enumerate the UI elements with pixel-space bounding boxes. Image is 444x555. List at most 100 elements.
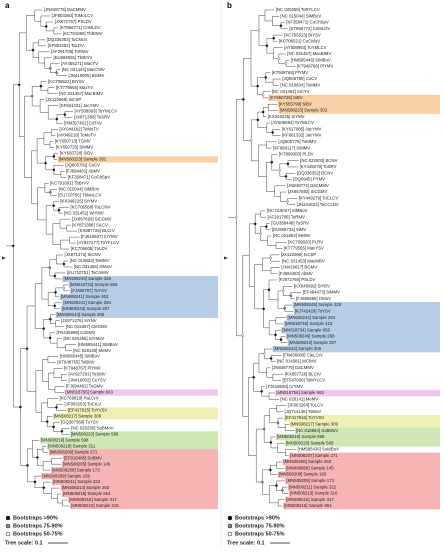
leaf-label: [MN508215] Sample 654 bbox=[63, 491, 111, 496]
leaf-label: [NC 015397] CleGMV bbox=[66, 324, 108, 329]
leaf-label: [MN508205] Sample 145 bbox=[63, 461, 111, 466]
leaf-label: [JN848776] DaCMMV bbox=[44, 7, 86, 12]
leaf-label: [JF803264] ToLCV bbox=[288, 403, 324, 408]
clade-highlight bbox=[275, 433, 440, 441]
bootstrap-dot bbox=[55, 406, 58, 409]
leaf-label: [AY508993] ToYMLCV bbox=[284, 45, 327, 50]
leaf-label: [EU908734] SiMV bbox=[272, 227, 306, 232]
clade-highlight bbox=[68, 497, 218, 504]
bootstrap-dot bbox=[55, 117, 59, 121]
bootstrap-dot bbox=[263, 352, 266, 355]
leaf-label: [KF684117] SiMMV bbox=[273, 145, 310, 150]
leaf-label: [NC 015044] SiMBoV bbox=[280, 13, 321, 18]
leaf-label: [MN508206] Sample 263 bbox=[283, 459, 331, 464]
bootstrap-dot bbox=[19, 405, 22, 409]
root-arrow bbox=[224, 256, 228, 260]
bootstrap-dot bbox=[235, 216, 238, 219]
clade-highlight bbox=[283, 414, 440, 422]
leaf-label: [KT948768] PlYMV bbox=[272, 70, 309, 75]
leaf-label: [MN508223] Sample 302 bbox=[59, 157, 107, 162]
bootstrap-dot bbox=[62, 262, 66, 266]
clade-highlight bbox=[277, 471, 440, 478]
leaf-label: [KY871398] SiLCV bbox=[72, 222, 108, 227]
bootstrap-dot bbox=[261, 110, 265, 114]
clade-highlight bbox=[292, 301, 440, 309]
bootstrap-dot bbox=[275, 484, 278, 487]
bootstrap-dot bbox=[267, 288, 271, 292]
bootstrap-dot bbox=[52, 425, 55, 429]
leaf-label: [AY927291] ToSMV bbox=[69, 372, 106, 377]
leaf-label: [KT779565] MaxYV bbox=[56, 85, 93, 90]
bootstrap-dot bbox=[283, 306, 287, 310]
leaf-label: [KT948765] ToBMV bbox=[57, 360, 94, 365]
leaf-label: [KX348225] SiYMV bbox=[60, 198, 97, 203]
leaf-label: [FJ694491] ToGMV bbox=[66, 384, 103, 389]
bootstrap-dot bbox=[63, 113, 67, 116]
leaf-label: [AY927277] ToYFLCV bbox=[77, 240, 119, 245]
leaf-label: [NC 031456] SiMoV bbox=[74, 264, 112, 269]
leaf-label: [MN518755] Sample 663 bbox=[65, 390, 113, 395]
bootstrap-dot bbox=[281, 289, 285, 293]
leaf-label: [KT948767] PlYMV bbox=[64, 366, 101, 371]
bootstrap-dot bbox=[256, 118, 260, 122]
leaf-label: [MN508217] Sample 309 bbox=[290, 422, 338, 427]
clade-highlight bbox=[282, 458, 440, 466]
leaf-label: [KC706605] ToLDV bbox=[71, 246, 108, 251]
leaf-label: [DQ0945] PYMV bbox=[293, 177, 325, 182]
bootstrap-dot bbox=[256, 84, 259, 88]
clade-highlight bbox=[283, 502, 440, 510]
bootstrap-dot bbox=[269, 468, 272, 472]
leaf-label: [JX871380] ToSRV bbox=[74, 115, 110, 120]
leaf-label: [MN508216] Sample 317 bbox=[286, 497, 334, 502]
leaf-label: [MN468868] Sample 145 bbox=[286, 465, 334, 470]
leaf-label: [MN508207] Sample 271 bbox=[290, 453, 338, 458]
leaf-label: [MN508211] Sample 322 bbox=[289, 484, 337, 489]
leaf-label: [HM585445] SiMBoV bbox=[60, 354, 100, 359]
bootstrap-dot bbox=[48, 266, 52, 269]
leaf-label: [KT948766] PlYMV bbox=[297, 64, 334, 69]
leaf-label: [EU710751] ToCmMV bbox=[67, 270, 109, 275]
leaf-label: [KC706522] BIYSV bbox=[48, 79, 85, 84]
clade-highlight bbox=[288, 490, 440, 497]
leaf-label: [MN518746] Sample 423 bbox=[285, 321, 333, 326]
leaf-label: [NC 028141] MeMV bbox=[280, 396, 318, 401]
bootstrap-dot bbox=[17, 83, 21, 87]
leaf-label: [JX857692] SiCGMV bbox=[288, 189, 328, 194]
leaf-label: [KY650713] TGMV bbox=[55, 139, 91, 144]
leaf-label: [MN508242] Sample 294 bbox=[288, 315, 336, 320]
bootstrap-dot bbox=[257, 29, 261, 32]
bootstrap-dot bbox=[48, 67, 52, 70]
bootstrap-dot bbox=[44, 25, 48, 28]
leaf-label: [KY449278] ToSRV bbox=[300, 164, 337, 169]
bootstrap-dot bbox=[269, 256, 272, 260]
leaf-label: [GU358448] ToSRV bbox=[271, 221, 309, 226]
clade-highlight bbox=[289, 452, 440, 460]
clade-highlight bbox=[59, 293, 218, 301]
clade-highlight bbox=[275, 389, 440, 397]
legend-label: Bootstraps 75-90% bbox=[235, 523, 285, 529]
bootstrap-dot bbox=[274, 333, 277, 337]
bootstrap-dot bbox=[49, 191, 52, 194]
leaf-label: [JX122969] SiCSP bbox=[46, 97, 82, 102]
clade-highlight bbox=[285, 333, 440, 340]
leaf-label: [MN508209] Sample 173 bbox=[286, 478, 334, 483]
leaf-label: [AY508994] ToYMLCV bbox=[271, 120, 314, 125]
clade-highlight bbox=[283, 320, 440, 328]
bootstrap-dot bbox=[261, 93, 265, 97]
leaf-label: [KX348225] SiYMV bbox=[268, 114, 305, 119]
leaf-label: [MN508213] Sample 263 bbox=[62, 485, 110, 490]
leaf-label: [KC791690] TbBrMV bbox=[63, 31, 103, 36]
leaf-label: [NC 031457] MacBIMV bbox=[287, 51, 331, 56]
root-arrow bbox=[2, 256, 6, 260]
leaf-label: [MN508217] Sample 309 bbox=[54, 414, 102, 419]
leaf-label: [AF291706] ToRMV bbox=[267, 214, 305, 219]
leaf-label: [NC 020256] SoBMoV bbox=[71, 425, 113, 430]
clade-highlight bbox=[277, 101, 440, 108]
bootstrap-dot bbox=[242, 98, 245, 101]
bootstrap-dot bbox=[281, 489, 284, 492]
bootstrap-dot bbox=[39, 84, 43, 88]
leaf-label: [MN508248] Sample 328 bbox=[294, 302, 342, 307]
bootstrap-dot bbox=[42, 486, 45, 489]
bootstrap-dot bbox=[262, 307, 265, 311]
leaf-label: [KJ742420] ToYSV bbox=[295, 309, 331, 314]
